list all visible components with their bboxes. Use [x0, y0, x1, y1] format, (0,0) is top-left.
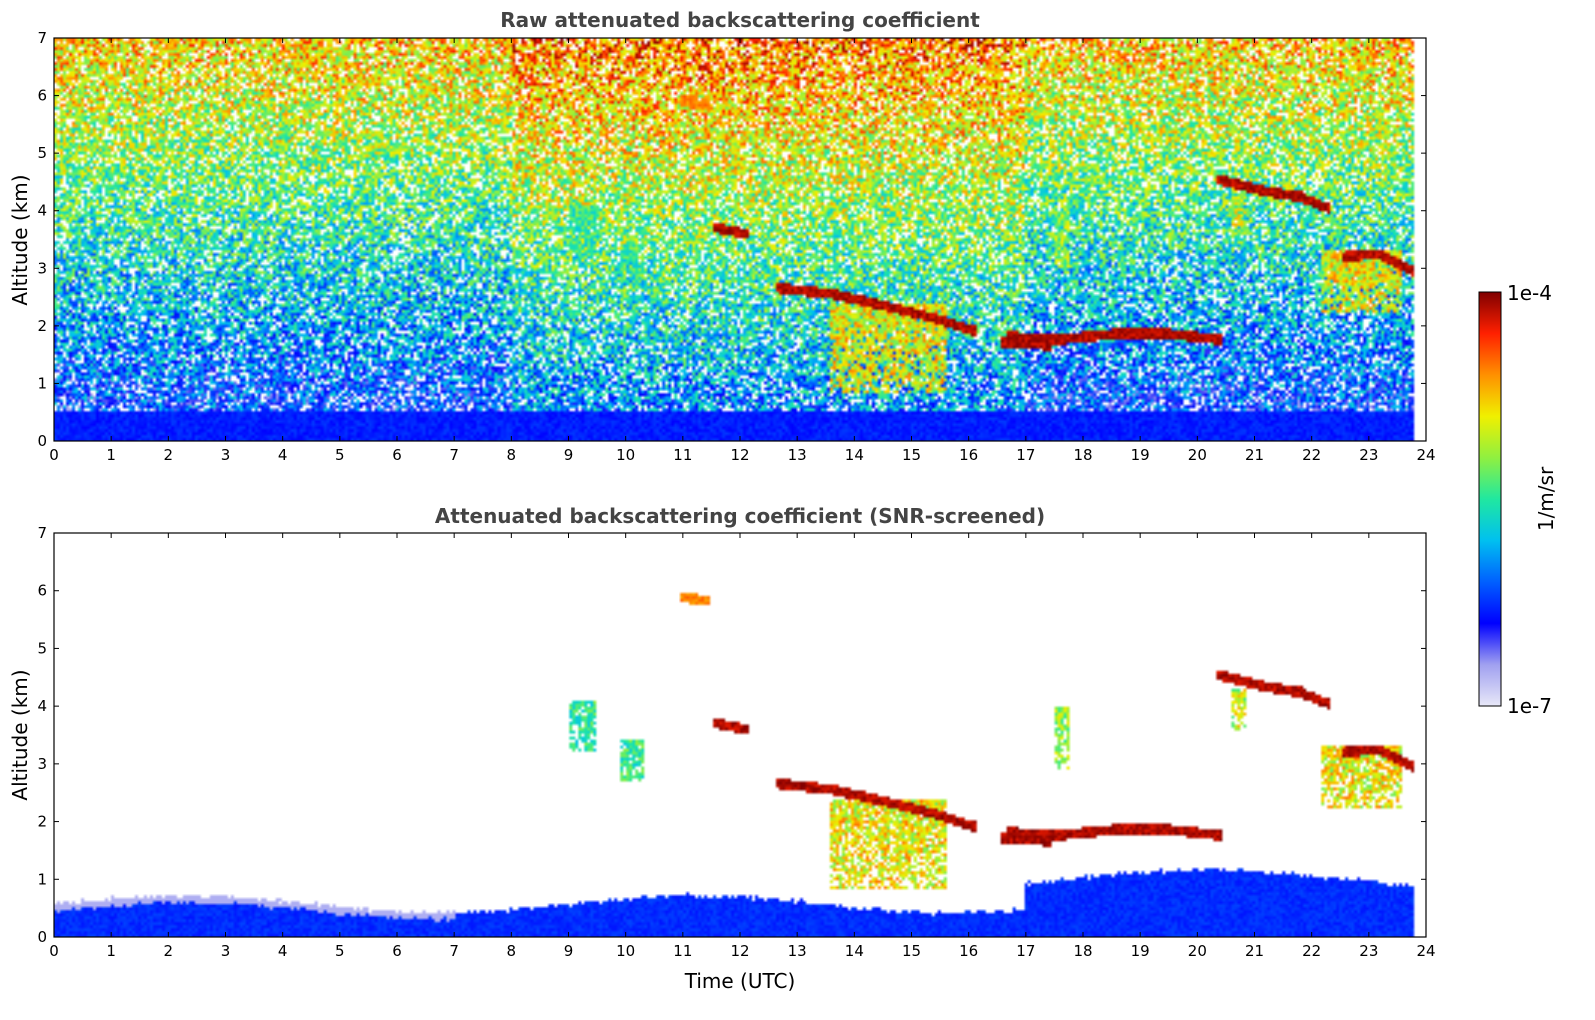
- y-tick-label: 2: [37, 813, 47, 831]
- x-tick-label: 10: [616, 942, 635, 960]
- x-tick-label: 7: [449, 446, 459, 464]
- panel-screened: Attenuated backscattering coefficient (S…: [8, 504, 1436, 993]
- panel-screened-y-ticks: 0 1 2 3 4 5 6 7: [37, 524, 1426, 946]
- panel-raw-y-ticks: 0 1 2 3 4 5 6 7: [37, 29, 1426, 450]
- x-tick-label: 3: [221, 446, 231, 464]
- x-tick-label: 1: [106, 446, 116, 464]
- x-tick-label: 6: [392, 446, 402, 464]
- x-tick-label: 11: [673, 942, 692, 960]
- x-tick-label: 7: [449, 942, 459, 960]
- x-tick-label: 9: [564, 942, 574, 960]
- x-tick-label: 6: [392, 942, 402, 960]
- x-tick-label: 18: [1073, 942, 1092, 960]
- x-tick-label: 8: [507, 942, 517, 960]
- panel-screened-y-axis-label: Altitude (km): [8, 669, 32, 800]
- y-tick-label: 0: [37, 928, 47, 946]
- screened-backscatter-heatmap: [54, 533, 1426, 937]
- panel-raw-y-axis-label: Altitude (km): [8, 174, 32, 305]
- x-tick-label: 0: [49, 942, 59, 960]
- x-tick-label: 1: [106, 942, 116, 960]
- colorbar: 1e-4 1e-7 1/m/sr: [1478, 281, 1558, 718]
- x-tick-label: 21: [1245, 942, 1264, 960]
- x-tick-label: 17: [1016, 942, 1035, 960]
- y-tick-label: 0: [37, 432, 47, 450]
- x-tick-label: 22: [1302, 446, 1321, 464]
- y-tick-label: 7: [37, 29, 47, 47]
- y-tick-label: 6: [37, 582, 47, 600]
- y-tick-label: 7: [37, 524, 47, 542]
- x-tick-label: 15: [902, 942, 921, 960]
- y-tick-label: 4: [37, 697, 47, 715]
- x-tick-label: 15: [902, 446, 921, 464]
- y-tick-label: 4: [37, 202, 47, 220]
- x-tick-label: 4: [278, 446, 288, 464]
- x-tick-label: 10: [616, 446, 635, 464]
- colorbar-unit-label: 1/m/sr: [1534, 466, 1558, 531]
- x-tick-label: 23: [1359, 942, 1378, 960]
- y-tick-label: 5: [37, 144, 47, 162]
- x-tick-label: 20: [1188, 942, 1207, 960]
- colorbar-min-label: 1e-7: [1507, 694, 1552, 718]
- x-tick-label: 14: [845, 942, 864, 960]
- y-tick-label: 5: [37, 639, 47, 657]
- x-tick-label: 12: [730, 446, 749, 464]
- y-tick-label: 1: [37, 870, 47, 888]
- panel-raw-title: Raw attenuated backscattering coefficien…: [500, 8, 980, 32]
- x-tick-label: 13: [788, 446, 807, 464]
- x-tick-label: 22: [1302, 942, 1321, 960]
- raw-backscatter-heatmap: [54, 38, 1426, 441]
- x-tick-label: 13: [788, 942, 807, 960]
- x-tick-label: 17: [1016, 446, 1035, 464]
- colorbar-max-label: 1e-4: [1507, 281, 1552, 305]
- x-tick-label: 21: [1245, 446, 1264, 464]
- x-tick-label: 5: [335, 446, 345, 464]
- x-tick-label: 20: [1188, 446, 1207, 464]
- x-tick-label: 23: [1359, 446, 1378, 464]
- x-tick-label: 4: [278, 942, 288, 960]
- panel-raw-x-ticks: 0 1 2 3 4 5 6 7 8 9 10 11 12 13 14 15 16 17 18 19 20 21 22 23 24: [49, 38, 1436, 464]
- y-tick-label: 6: [37, 87, 47, 105]
- x-tick-label: 14: [845, 446, 864, 464]
- colorbar-gradient: [1478, 291, 1502, 707]
- panel-screened-x-ticks: 0 1 2 3 4 5 6 7 8 9 10 11 12 13 14 15 16 17 18 19 20 21 22 23 24: [49, 533, 1436, 960]
- panel-screened-title: Attenuated backscattering coefficient (S…: [435, 504, 1045, 528]
- x-tick-label: 3: [221, 942, 231, 960]
- y-tick-label: 1: [37, 374, 47, 392]
- x-tick-label: 18: [1073, 446, 1092, 464]
- x-tick-label: 0: [49, 446, 59, 464]
- x-tick-label: 12: [730, 942, 749, 960]
- x-tick-label: 19: [1131, 942, 1150, 960]
- x-tick-label: 24: [1416, 446, 1435, 464]
- x-tick-label: 8: [507, 446, 517, 464]
- x-tick-label: 19: [1131, 446, 1150, 464]
- y-tick-label: 2: [37, 317, 47, 335]
- x-tick-label: 2: [164, 446, 174, 464]
- x-axis-label: Time (UTC): [684, 969, 796, 993]
- x-tick-label: 9: [564, 446, 574, 464]
- x-tick-label: 5: [335, 942, 345, 960]
- y-tick-label: 3: [37, 259, 47, 277]
- x-tick-label: 16: [959, 446, 978, 464]
- x-tick-label: 2: [164, 942, 174, 960]
- x-tick-label: 16: [959, 942, 978, 960]
- x-tick-label: 24: [1416, 942, 1435, 960]
- y-tick-label: 3: [37, 755, 47, 773]
- x-tick-label: 11: [673, 446, 692, 464]
- panel-raw: Raw attenuated backscattering coefficien…: [8, 8, 1436, 464]
